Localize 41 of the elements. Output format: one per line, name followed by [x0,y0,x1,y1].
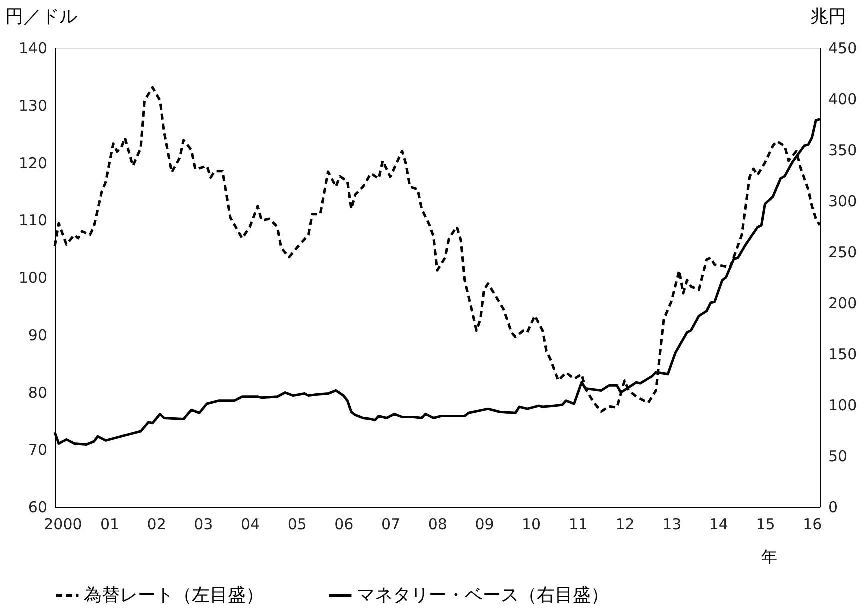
x-axis-title: 年 [762,548,778,566]
legend-label: マネタリー・ベース（右目盛） [357,584,609,606]
y-tick-label: 140 [18,40,48,58]
x-tick-label: 09 [475,516,494,534]
y-tick-label: 100 [18,269,48,287]
y-tick-label: 130 [18,96,48,115]
y-tick-label: 110 [18,212,48,230]
y2-tick-label: 200 [828,294,858,312]
y-tick-label: 90 [28,326,48,344]
y2-tick-label: 300 [828,192,858,210]
y2-tick-label: 450 [828,40,858,58]
x-tick-label: 15 [756,516,776,534]
y-tick-label: 70 [28,441,48,460]
x-tick-label: 02 [147,516,166,534]
y2-tick-label: 100 [828,396,858,414]
x-tick-label: 2000 [44,516,82,534]
y2-tick-label: 150 [828,346,858,364]
y-tick-label: 120 [18,154,48,172]
y2-axis-title: 兆円 [810,6,846,28]
y-tick-label: 60 [28,498,48,516]
y2-tick-label: 350 [828,142,858,160]
x-tick-label: 14 [709,516,728,534]
x-tick-label: 11 [568,516,588,534]
x-tick-label: 16 [803,516,822,534]
x-tick-label: 13 [662,516,682,534]
legend-label: 為替レート（左目盛） [84,584,264,606]
x-tick-label: 03 [194,516,214,534]
x-tick-label: 06 [334,516,354,534]
y2-tick-label: 50 [828,448,848,466]
y2-tick-label: 0 [828,498,838,516]
y-tick-label: 80 [28,384,48,402]
x-tick-label: 01 [100,516,120,534]
x-tick-label: 12 [616,516,635,534]
y2-tick-label: 400 [828,90,858,108]
x-tick-label: 07 [381,516,401,534]
x-tick-label: 08 [428,516,448,534]
y-axis-title: 円／ドル [6,6,78,28]
x-tick-label: 04 [241,516,260,534]
x-tick-label: 05 [288,516,307,534]
y2-tick-label: 250 [828,244,858,262]
x-tick-label: 10 [522,516,542,534]
